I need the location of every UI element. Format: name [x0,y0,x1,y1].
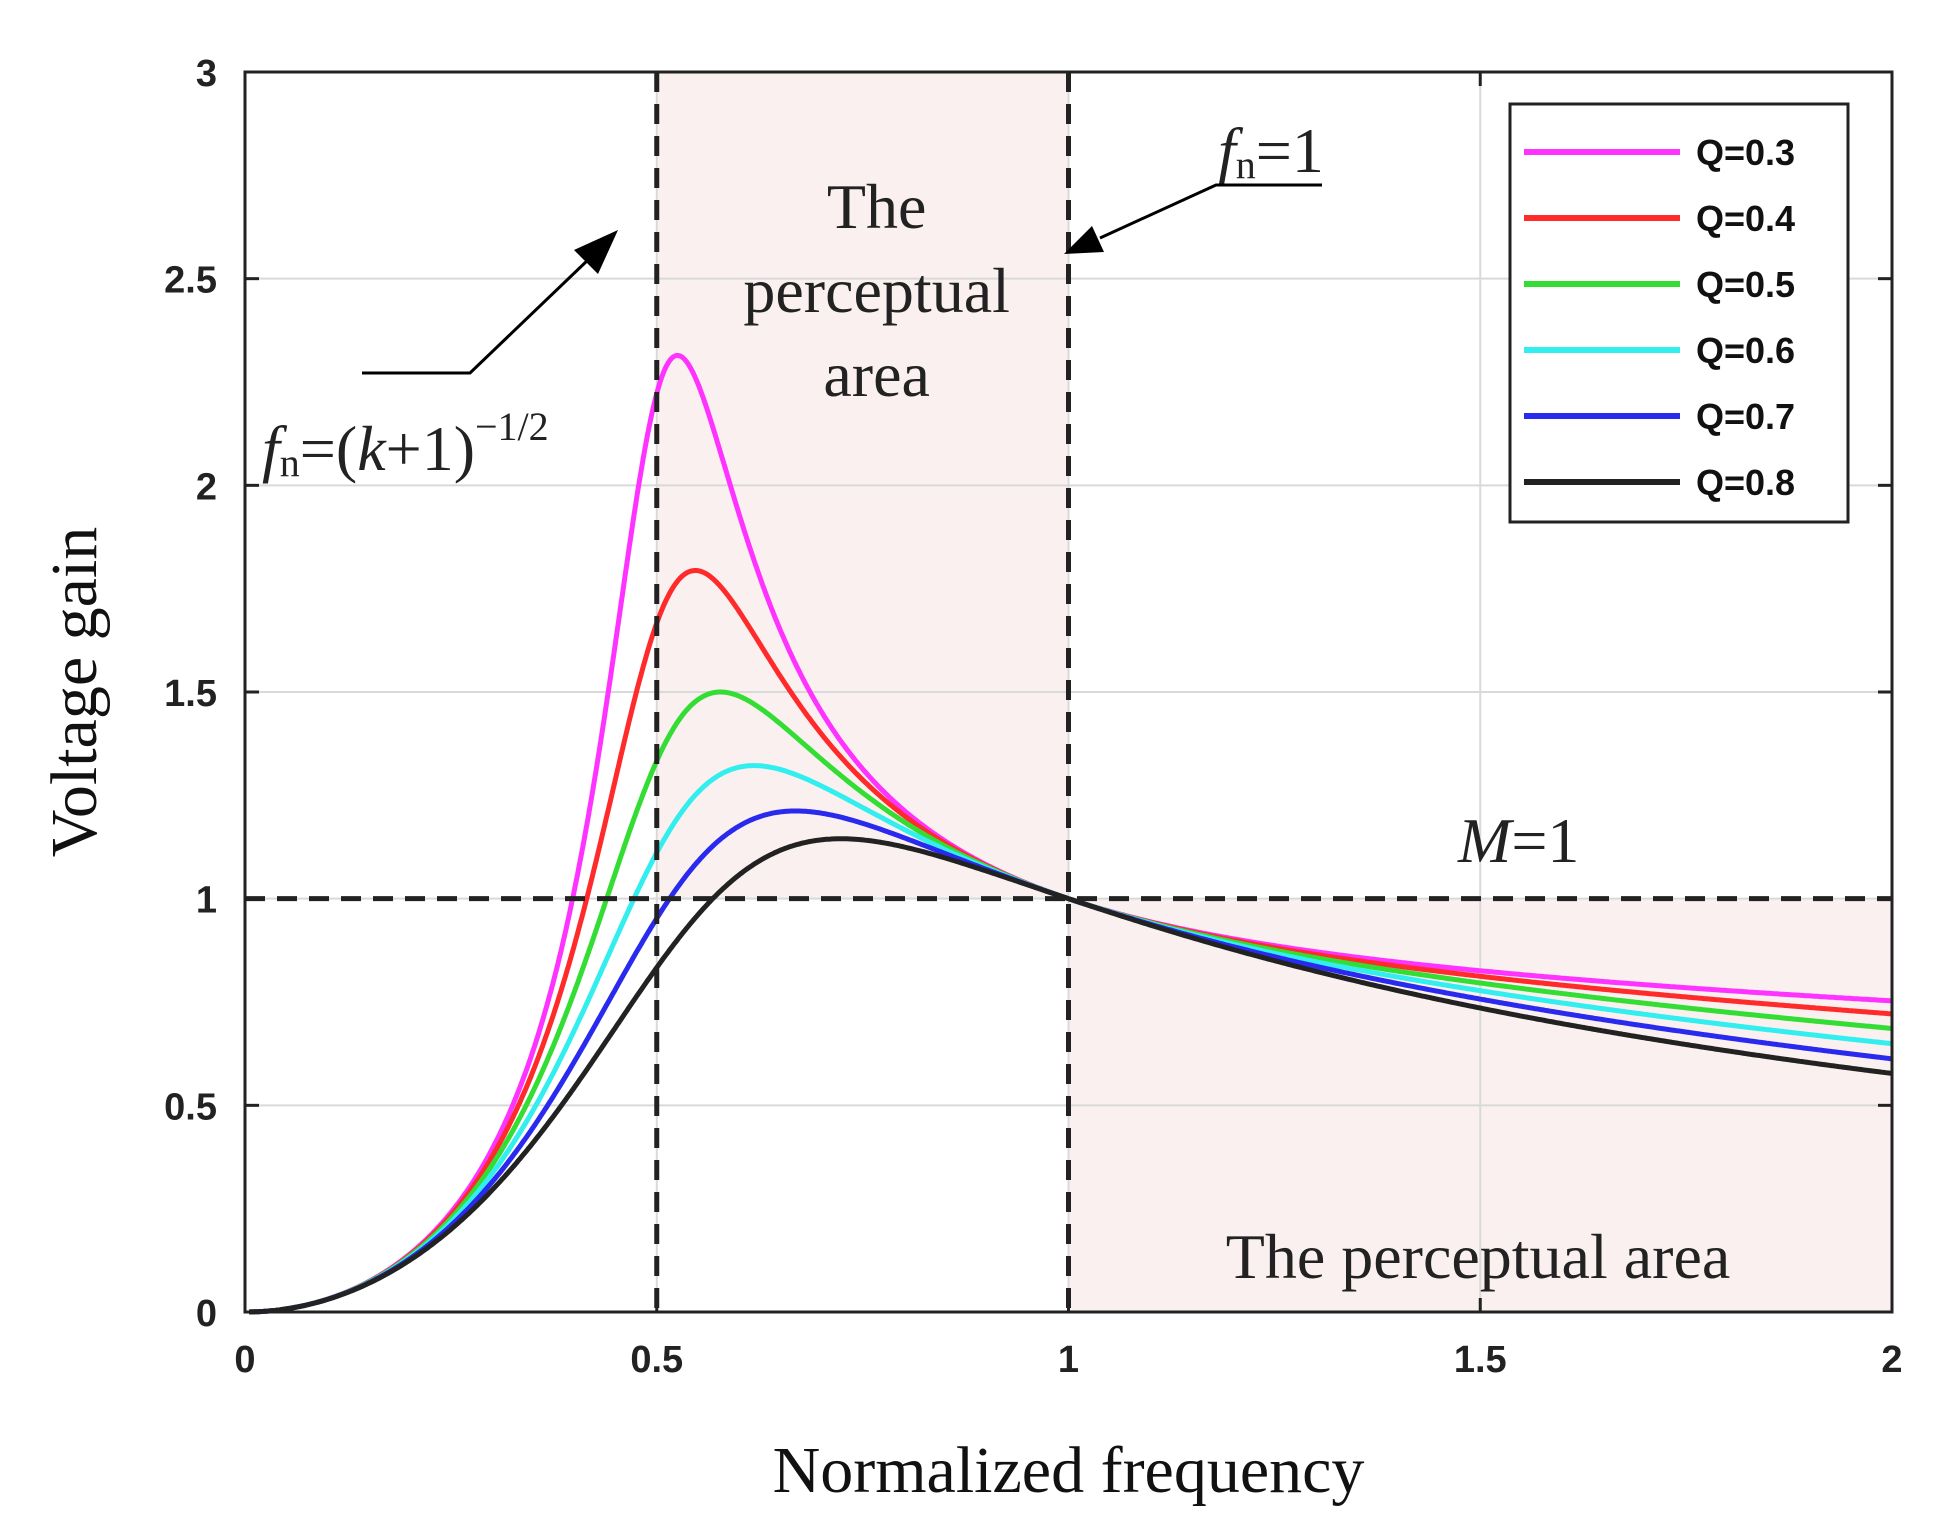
fn-right-arrowhead [1064,226,1104,254]
series-line-q-0-8 [248,836,1893,1315]
x-tick-label: 2 [1881,1339,1902,1381]
fn-left-leader-line [362,256,592,375]
fn-left-arrowhead [574,230,618,274]
legend-entry: Q=0.8 [1524,462,1795,503]
x-tick-label: 0.5 [630,1339,683,1381]
y-axis-title: Voltage gain [38,527,111,858]
legend-entry: Q=0.3 [1524,132,1795,173]
legend-label: Q=0.6 [1696,330,1795,371]
fn-left-k: k [357,413,387,484]
m-label-eq: =1 [1511,805,1579,876]
fn-left-eq: =( [300,413,357,484]
fn-left-rest: +1) [386,413,475,484]
legend-entry: Q=0.6 [1524,330,1795,371]
perceptual-region-top-label-line: The [827,171,927,242]
legend-entry: Q=0.7 [1524,396,1795,437]
x-axis-title: Normalized frequency [773,1434,1365,1507]
legend-label: Q=0.5 [1696,264,1795,305]
axis-ticks: 0 0.5 1 1.5 2 0 0.5 1 1.5 2 2.5 3 [164,53,1902,1381]
y-tick-label: 2 [196,466,217,508]
y-tick-label: 2.5 [164,260,217,302]
fn-unity-annotation: fn=1 [1218,115,1324,187]
m-label-m: M [1457,805,1515,876]
fn-left-sup: −1/2 [475,404,549,449]
fn-right-eq: =1 [1256,115,1324,186]
y-tick-label: 3 [196,53,217,95]
fn-right-leader-line [1099,183,1322,240]
perceptual-region-bottom-label: The perceptual area [1226,1221,1731,1292]
perceptual-region-top-label: The perceptual area [743,171,1010,410]
x-tick-label: 1.5 [1454,1339,1507,1381]
perceptual-region-top-label-line: perceptual [743,255,1010,326]
fn-right-sub: n [1236,142,1256,187]
legend: Q=0.3 Q=0.4 Q=0.5 Q=0.6 Q=0.7 Q=0.8 [1508,102,1850,524]
x-tick-label: 1 [1058,1339,1079,1381]
reference-lines [245,72,1892,1312]
legend-box [1508,102,1850,524]
unity-gain-label: M=1 [1457,805,1579,876]
legend-entry: Q=0.4 [1524,198,1795,239]
gain-curves [248,353,1893,1315]
legend-label: Q=0.3 [1696,132,1795,173]
fn-left-sub: n [280,440,300,485]
legend-label: Q=0.8 [1696,462,1795,503]
y-tick-label: 0 [196,1293,217,1335]
legend-label: Q=0.7 [1696,396,1795,437]
x-tick-label: 0 [234,1339,255,1381]
y-tick-label: 1.5 [164,673,217,715]
legend-entry: Q=0.5 [1524,264,1795,305]
fn-resonance-annotation: fn=(k+1)−1/2 [262,404,549,485]
perceptual-region-top-label-line: area [823,339,930,410]
y-tick-label: 0.5 [164,1086,217,1128]
y-tick-label: 1 [196,880,217,922]
legend-label: Q=0.4 [1696,198,1795,239]
